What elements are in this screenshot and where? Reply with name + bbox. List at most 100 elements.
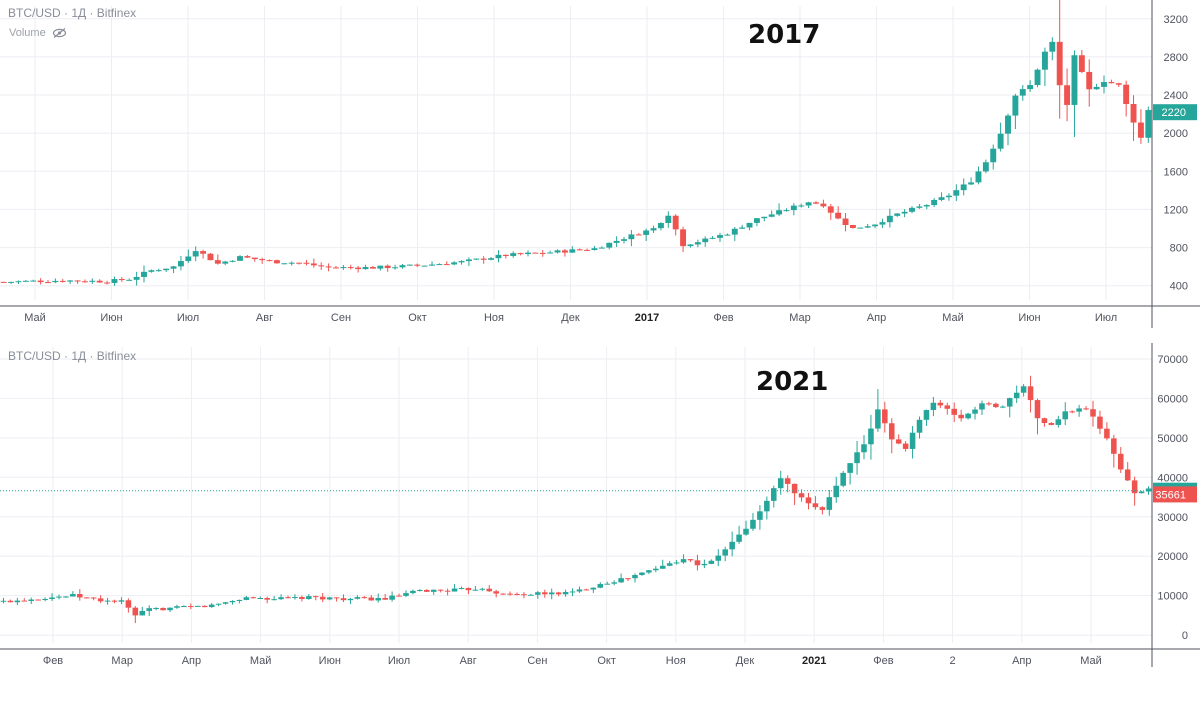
candle-body	[886, 215, 893, 223]
candle-body	[916, 419, 923, 433]
x-tick-label: Июл	[1095, 312, 1117, 324]
candle-body	[1111, 438, 1117, 454]
candle-body	[472, 589, 479, 591]
candle-body	[111, 279, 118, 283]
candle-body	[993, 403, 999, 408]
candle-body	[944, 405, 951, 409]
candle-body	[340, 598, 347, 601]
candle-body	[436, 264, 443, 266]
candle-body	[77, 594, 83, 598]
candle-body	[1034, 400, 1041, 419]
x-tick-label: Май	[1080, 655, 1102, 667]
candle-body	[510, 253, 517, 256]
candle-body	[990, 148, 997, 163]
candle-body	[170, 266, 177, 269]
candle-body	[1123, 84, 1130, 104]
candle-body	[1076, 408, 1082, 412]
candle-body	[132, 607, 139, 616]
candle-body	[201, 605, 208, 608]
candle-body	[195, 605, 201, 607]
candle-body	[1006, 398, 1013, 407]
y-tick-label: 2000	[1164, 128, 1188, 140]
candlestick-chart-2021[interactable]: 0 10000 20000 30000 40000 50000 60000 70000 Фев М…	[0, 343, 1200, 667]
candle-body	[888, 423, 895, 440]
y-tick-label: 2400	[1164, 90, 1188, 102]
candle-body	[250, 597, 257, 599]
candle-body	[895, 439, 902, 444]
candle-body	[1013, 392, 1020, 399]
candle-body	[1012, 95, 1019, 116]
candle-body	[514, 593, 520, 595]
candle-body	[1145, 110, 1152, 138]
candle-body	[997, 133, 1004, 149]
x-tick-label: Сен	[527, 655, 547, 667]
candle-body	[480, 258, 487, 260]
candle-body	[362, 267, 369, 270]
candle-body	[319, 596, 326, 600]
candle-body	[181, 606, 187, 608]
candlestick-chart-2017[interactable]: 400 800 1200 1600 2000 2400 2800 3200 Май Июн Июл А…	[0, 0, 1200, 328]
x-tick-label: Окт	[597, 655, 616, 667]
candle-body	[646, 570, 652, 573]
candle-body	[278, 597, 284, 600]
candle-body	[547, 252, 554, 254]
candle-body	[257, 597, 264, 599]
candle-body	[403, 593, 409, 596]
candle-body	[222, 261, 229, 264]
candle-body	[868, 428, 874, 445]
candle-body	[266, 260, 273, 262]
candle-body	[945, 195, 952, 198]
candle-body	[8, 281, 15, 283]
candle-body	[764, 500, 770, 512]
candle-body	[643, 230, 650, 235]
candle-body	[731, 228, 738, 235]
x-tick-label: Дек	[736, 655, 755, 667]
candle-body	[909, 432, 916, 449]
candle-body	[188, 606, 194, 608]
candle-body	[251, 257, 258, 260]
volume-indicator[interactable]: Volume	[9, 27, 67, 39]
x-tick-label: Май	[250, 655, 272, 667]
candle-body	[361, 597, 368, 599]
candle-body	[0, 600, 7, 602]
candle-body	[465, 588, 472, 591]
eye-slash-icon[interactable]	[52, 28, 67, 38]
candle-body	[500, 593, 506, 595]
candle-body	[479, 588, 486, 590]
candle-body	[598, 247, 605, 249]
candle-body	[507, 593, 513, 595]
candle-body	[392, 267, 399, 269]
x-tick-label: Авг	[256, 312, 273, 324]
candle-body	[757, 511, 763, 520]
candle-body	[709, 237, 716, 239]
candle-body	[163, 268, 170, 271]
candle-body	[849, 224, 856, 228]
candle-body	[443, 264, 450, 266]
candle-body	[753, 218, 760, 223]
candle-body	[111, 600, 118, 602]
candle-body	[1097, 416, 1103, 429]
candle-body	[70, 594, 76, 597]
candle-body	[805, 202, 812, 206]
candle-body	[174, 606, 180, 608]
candle-body	[960, 184, 967, 191]
candle-body	[931, 199, 938, 206]
candle-body	[525, 252, 531, 255]
x-tick-label: 2017	[635, 312, 659, 324]
candle-body	[583, 589, 590, 591]
candle-body	[826, 497, 833, 510]
candle-body	[354, 597, 361, 599]
candle-body	[347, 267, 354, 269]
candle-body	[791, 483, 798, 494]
x-tick-label: Авг	[460, 655, 477, 667]
candle-body	[879, 222, 886, 225]
candle-body	[739, 227, 746, 229]
candle-body	[561, 250, 568, 253]
candle-body	[89, 280, 96, 282]
candle-body	[264, 597, 270, 600]
last-price-label-bg	[1153, 104, 1197, 121]
candle-body	[548, 592, 555, 595]
candle-body	[672, 215, 679, 230]
candle-body	[396, 595, 402, 597]
candle-body	[657, 223, 664, 229]
